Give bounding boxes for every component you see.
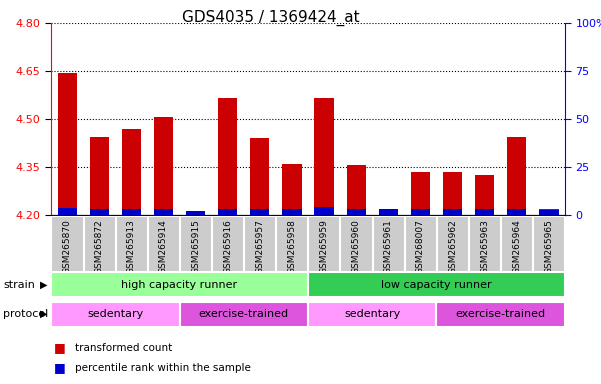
Bar	[507, 209, 526, 215]
Text: protocol: protocol	[3, 309, 48, 319]
Bar	[379, 210, 398, 215]
Bar	[218, 98, 237, 215]
Text: GSM265959: GSM265959	[320, 219, 329, 274]
Bar	[443, 172, 462, 215]
FancyBboxPatch shape	[469, 216, 500, 297]
FancyBboxPatch shape	[533, 216, 564, 297]
Bar	[314, 207, 334, 215]
Bar	[379, 209, 398, 215]
Text: GSM265870: GSM265870	[63, 219, 72, 274]
Text: GSM265965: GSM265965	[545, 219, 554, 274]
FancyBboxPatch shape	[340, 216, 371, 297]
Text: transformed count: transformed count	[75, 343, 172, 353]
Bar	[410, 172, 430, 215]
Bar	[218, 209, 237, 215]
Text: GDS4035 / 1369424_at: GDS4035 / 1369424_at	[182, 10, 359, 26]
Text: GSM265915: GSM265915	[191, 219, 200, 274]
Text: GSM265961: GSM265961	[384, 219, 393, 274]
Bar	[443, 209, 462, 215]
Bar	[475, 209, 494, 215]
Bar	[58, 208, 77, 215]
Text: percentile rank within the sample: percentile rank within the sample	[75, 363, 251, 373]
Text: low capacity runner: low capacity runner	[381, 280, 492, 290]
FancyBboxPatch shape	[437, 216, 468, 297]
Text: GSM265958: GSM265958	[287, 219, 296, 274]
Bar	[347, 209, 366, 215]
Text: GSM265872: GSM265872	[95, 219, 104, 274]
FancyBboxPatch shape	[308, 216, 340, 297]
FancyBboxPatch shape	[436, 301, 565, 327]
Text: GSM265962: GSM265962	[448, 219, 457, 274]
Bar	[122, 129, 141, 215]
Text: ■: ■	[54, 341, 66, 354]
Text: GSM265960: GSM265960	[352, 219, 361, 274]
Bar	[186, 212, 205, 215]
Bar	[475, 175, 494, 215]
Bar	[250, 209, 269, 215]
Bar	[282, 164, 302, 215]
Bar	[282, 209, 302, 215]
FancyBboxPatch shape	[84, 216, 115, 297]
FancyBboxPatch shape	[308, 301, 436, 327]
Text: exercise-trained: exercise-trained	[199, 309, 289, 319]
Bar	[122, 209, 141, 215]
Bar	[314, 98, 334, 215]
Text: GSM265913: GSM265913	[127, 219, 136, 274]
FancyBboxPatch shape	[404, 216, 436, 297]
Text: sedentary: sedentary	[344, 309, 400, 319]
Text: GSM265963: GSM265963	[480, 219, 489, 274]
Bar	[90, 137, 109, 215]
Text: ■: ■	[54, 361, 66, 374]
Bar	[154, 209, 173, 215]
Bar	[58, 73, 77, 215]
FancyBboxPatch shape	[501, 216, 532, 297]
FancyBboxPatch shape	[51, 301, 180, 327]
FancyBboxPatch shape	[373, 216, 404, 297]
Text: GSM265914: GSM265914	[159, 219, 168, 274]
Bar	[347, 166, 366, 215]
Bar	[90, 209, 109, 215]
Text: strain: strain	[3, 280, 35, 290]
Text: sedentary: sedentary	[87, 309, 144, 319]
Bar	[539, 209, 558, 215]
Text: GSM265957: GSM265957	[255, 219, 264, 274]
Text: GSM265916: GSM265916	[223, 219, 232, 274]
Bar	[250, 138, 269, 215]
Text: high capacity runner: high capacity runner	[121, 280, 237, 290]
Bar	[154, 118, 173, 215]
FancyBboxPatch shape	[308, 272, 565, 297]
FancyBboxPatch shape	[52, 216, 82, 297]
FancyBboxPatch shape	[276, 216, 307, 297]
FancyBboxPatch shape	[244, 216, 275, 297]
FancyBboxPatch shape	[180, 301, 308, 327]
FancyBboxPatch shape	[115, 216, 147, 297]
FancyBboxPatch shape	[51, 272, 308, 297]
Bar	[410, 209, 430, 215]
Text: GSM268007: GSM268007	[416, 219, 425, 274]
Bar	[186, 211, 205, 215]
FancyBboxPatch shape	[212, 216, 243, 297]
Bar	[539, 210, 558, 215]
FancyBboxPatch shape	[180, 216, 211, 297]
FancyBboxPatch shape	[148, 216, 179, 297]
Text: exercise-trained: exercise-trained	[456, 309, 546, 319]
Text: ▶: ▶	[40, 309, 47, 319]
Text: ▶: ▶	[40, 280, 47, 290]
Text: GSM265964: GSM265964	[512, 219, 521, 274]
Bar	[507, 137, 526, 215]
